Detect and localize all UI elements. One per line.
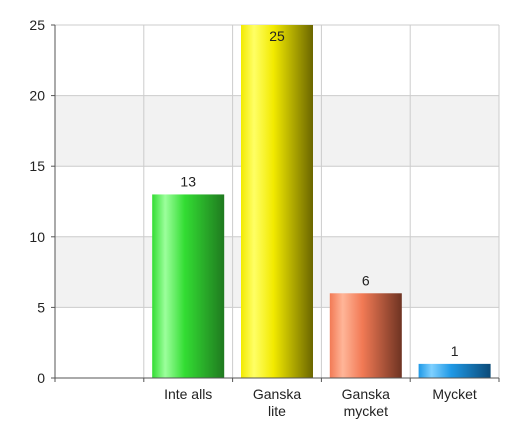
value-label: 6 [362,272,370,288]
bar [152,194,225,378]
x-tick-label: Ganska lite [253,386,301,419]
bar [241,25,313,378]
x-tick-label: Inte alls [164,386,212,402]
bar [418,363,491,378]
x-tick-label: Mycket [432,386,476,402]
x-tick-label: Ganska mycket [342,386,390,419]
y-tick-label: 15 [29,158,45,174]
value-labels: 13 25 6 1 [180,28,458,359]
y-axis-ticks: 0 5 10 15 20 25 [29,17,55,386]
value-label: 13 [180,173,196,189]
bars [152,25,491,378]
y-tick-label: 20 [29,88,45,104]
y-tick-label: 5 [37,299,45,315]
y-tick-label: 0 [37,370,45,386]
value-label: 25 [269,28,285,44]
bar [329,293,402,378]
value-label: 1 [451,343,459,359]
axes [54,25,500,382]
y-tick-label: 25 [29,17,45,33]
x-axis-labels: Inte alls Ganska lite Ganska mycket Mycket [164,386,477,419]
y-tick-label: 10 [29,229,45,245]
